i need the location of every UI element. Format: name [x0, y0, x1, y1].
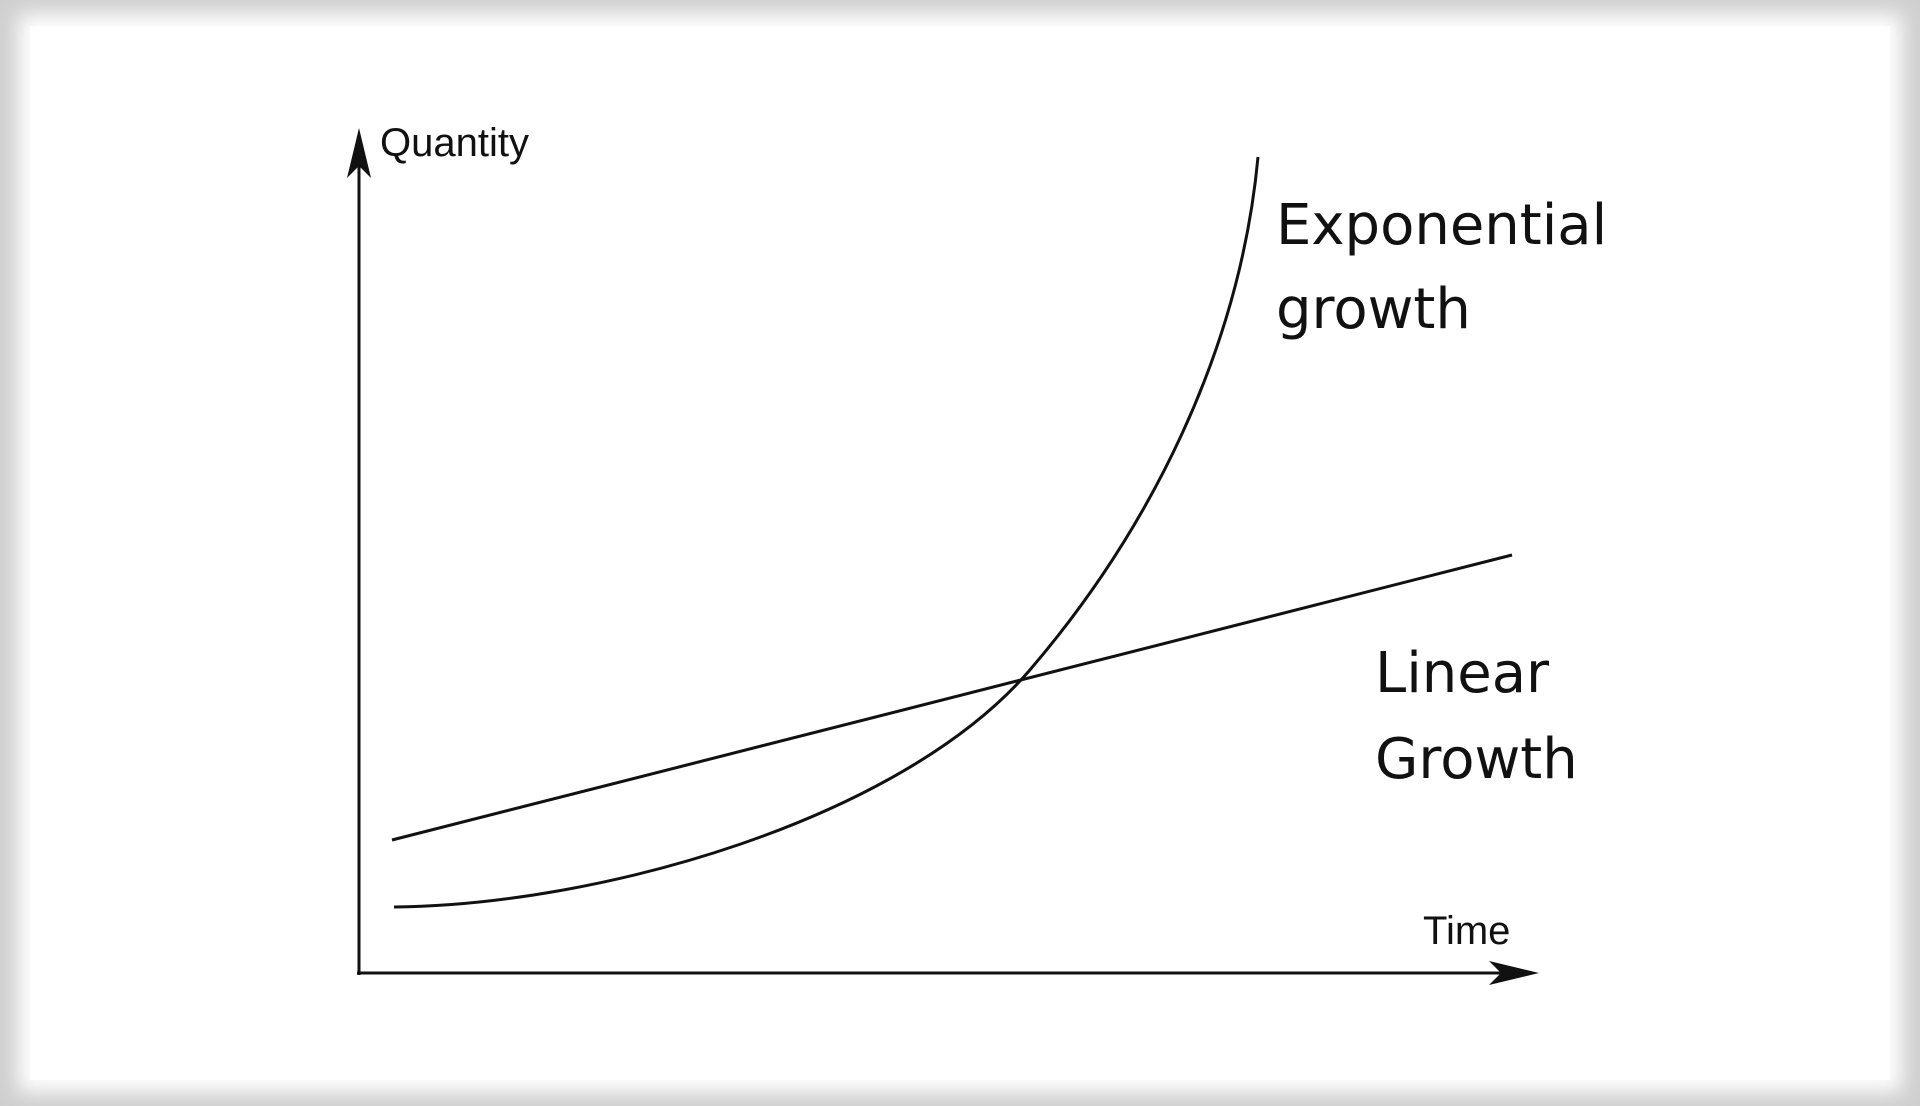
- y-axis-arrow: [347, 128, 371, 178]
- x-axis-arrow: [1489, 961, 1539, 985]
- exponential-curve: [393, 156, 1260, 909]
- curve-label: Linear: [1375, 641, 1550, 706]
- x-axis-label: Time: [1423, 909, 1510, 953]
- panel: [30, 26, 1890, 1080]
- linear-curve: [391, 553, 1513, 842]
- curve-label: Growth: [1375, 727, 1578, 792]
- y-axis-label: Quantity: [380, 121, 529, 165]
- curve-label: growth: [1276, 277, 1471, 342]
- curve-label: Exponential: [1276, 193, 1607, 258]
